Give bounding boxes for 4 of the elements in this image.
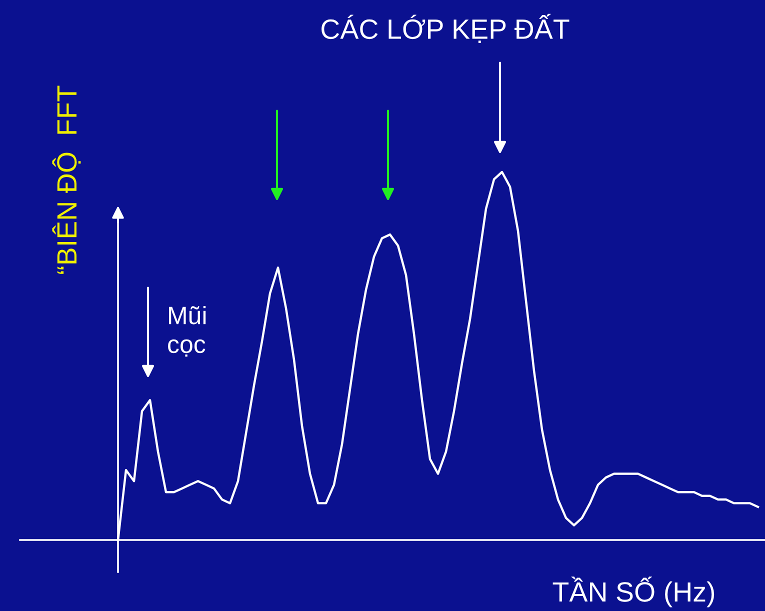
x-axis-title: TẦN SỐ (Hz) (552, 576, 714, 608)
text: CÁC LỚP KẸP ĐẤT (322, 14, 570, 44)
y-axis-title: “BIÊN ĐỘ FFT (52, 86, 81, 274)
annotation: Mũi cọc (168, 306, 206, 357)
